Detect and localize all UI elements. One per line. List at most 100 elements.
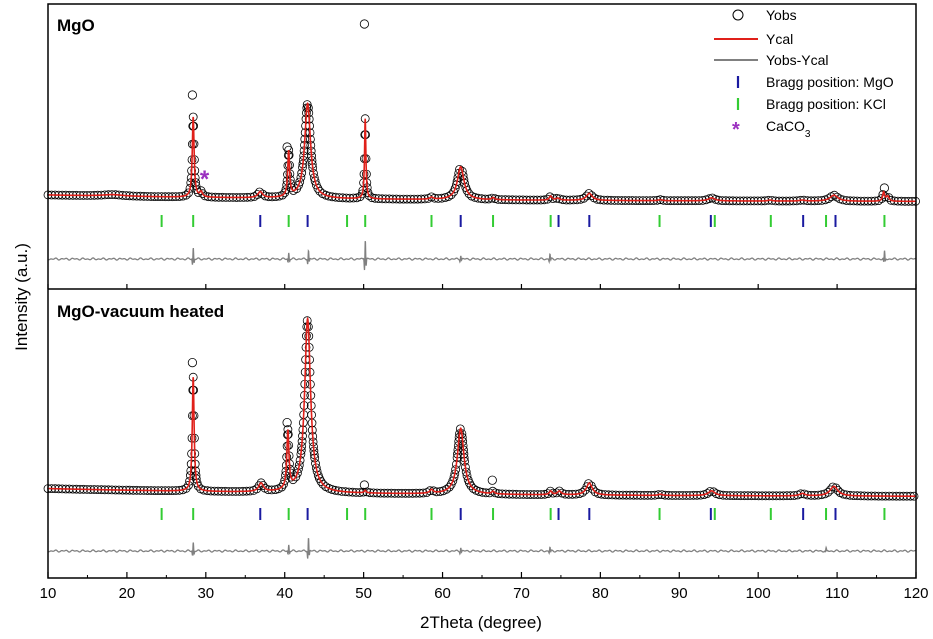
yobs-point <box>327 485 337 494</box>
open-circle-icon <box>732 9 744 21</box>
yobs-point <box>487 193 497 203</box>
x-tick-label: 30 <box>197 585 214 602</box>
legend-item-yobs: Yobs <box>732 7 797 23</box>
x-tick-label: 100 <box>746 585 771 602</box>
yobs-point <box>578 487 587 497</box>
x-tick-label: 80 <box>592 585 609 602</box>
yobs-point <box>584 479 593 489</box>
yobs-point <box>282 142 292 152</box>
yobs-point <box>584 189 594 198</box>
yobs-point <box>711 194 720 204</box>
legend-label: Bragg position: KCl <box>766 96 886 112</box>
x-tick-label: 50 <box>355 585 372 602</box>
yobs-point <box>294 464 303 474</box>
yobs-point <box>200 191 210 201</box>
yobs-point <box>359 480 369 490</box>
panel-mgo-vacuum-heated: MgO-vacuum heated <box>43 302 919 559</box>
legend-label: CaCO3 <box>766 118 811 140</box>
legend-item-caco3: * CaCO3 <box>732 118 811 141</box>
x-tick-label: 90 <box>671 585 688 602</box>
yobs-point <box>292 468 302 478</box>
legend-label: Ycal <box>766 31 793 47</box>
yobs-point <box>545 486 555 496</box>
yobs-point <box>702 489 712 498</box>
yobs-point <box>839 489 848 499</box>
yobs-point <box>315 186 325 196</box>
yobs-point <box>466 481 476 491</box>
yobs-point <box>184 188 193 198</box>
yobs-point <box>279 479 288 489</box>
x-tick-label: 110 <box>825 585 849 602</box>
legend-item-ycal: Ycal <box>714 31 793 47</box>
panel-label-mgo-vacuum-heated: MgO-vacuum heated <box>57 302 224 321</box>
panel-mgo: MgO * <box>43 16 920 271</box>
y-axis-title: Intensity (a.u.) <box>12 243 31 351</box>
yobs-point <box>198 189 208 199</box>
bragg-positions <box>160 215 886 227</box>
yobs-point <box>588 484 598 494</box>
legend-item-bragg_kcl: Bragg position: KCl <box>736 96 886 112</box>
yobs-point <box>359 19 369 29</box>
yobs-point <box>355 192 365 202</box>
panel-label-mgo: MgO <box>57 16 95 35</box>
yobs-point <box>877 194 887 203</box>
yobs-point <box>364 191 374 201</box>
yobs-point <box>826 485 835 495</box>
legend-label: Bragg position: MgO <box>766 74 894 90</box>
legend: Yobs Ycal Yobs-Ycal Bragg position: MgO Brag… <box>714 7 894 141</box>
yobs-point <box>488 486 498 496</box>
legend-label: Yobs-Ycal <box>766 52 829 68</box>
yobs-point <box>187 357 197 368</box>
yobs-point <box>884 193 894 203</box>
x-tick-label: 120 <box>903 585 928 602</box>
yobs-point <box>444 192 453 201</box>
yobs-point <box>181 483 191 493</box>
legend-label: Yobs <box>766 7 797 23</box>
yobs-point <box>357 189 367 199</box>
yobs-point <box>451 180 461 190</box>
yobs-point <box>187 90 197 100</box>
yobs-point <box>832 192 842 202</box>
yobs-point <box>316 477 326 486</box>
yobs-point <box>184 480 193 490</box>
yobs-point <box>295 177 305 187</box>
x-axis-title: 2Theta (degree) <box>420 613 542 632</box>
caco3-marker-icon: * <box>200 166 210 193</box>
yobs-point <box>474 487 484 496</box>
yobs-point <box>450 184 460 193</box>
difference-curve <box>47 241 916 271</box>
yobs-series <box>43 19 920 206</box>
x-axis: 10 20 30 40 50 60 70 80 90 100 110 120 <box>40 284 929 602</box>
yobs-point <box>823 487 833 497</box>
yobs-point <box>288 475 298 485</box>
legend-item-bragg_mgo: Bragg position: MgO <box>736 74 894 90</box>
yobs-point <box>468 484 478 493</box>
x-tick-label: 40 <box>276 585 293 602</box>
yobs-point <box>470 192 480 202</box>
yobs-point <box>313 183 323 193</box>
yobs-point <box>878 190 888 199</box>
legend-item-diff: Yobs-Ycal <box>714 52 829 68</box>
x-tick-label: 70 <box>513 585 530 602</box>
difference-curve <box>47 538 916 559</box>
yobs-point <box>487 475 497 485</box>
yobs-point <box>255 187 264 197</box>
x-tick-label: 10 <box>40 585 57 602</box>
x-tick-label: 20 <box>119 585 136 602</box>
yobs-point <box>579 193 589 203</box>
yobs-point <box>442 484 451 494</box>
x-tick-label: 60 <box>434 585 451 602</box>
ycal-line <box>48 102 917 203</box>
yobs-point <box>282 417 292 428</box>
yobs-point <box>594 489 603 498</box>
yobs-series <box>43 316 919 501</box>
yobs-point <box>448 476 458 486</box>
asterisk-icon: * <box>732 119 740 141</box>
ycal-line <box>48 316 916 498</box>
yobs-point <box>181 190 191 200</box>
yobs-point <box>554 486 564 496</box>
bragg-positions <box>160 508 886 520</box>
yobs-point <box>446 190 456 200</box>
yobs-point <box>318 479 328 489</box>
